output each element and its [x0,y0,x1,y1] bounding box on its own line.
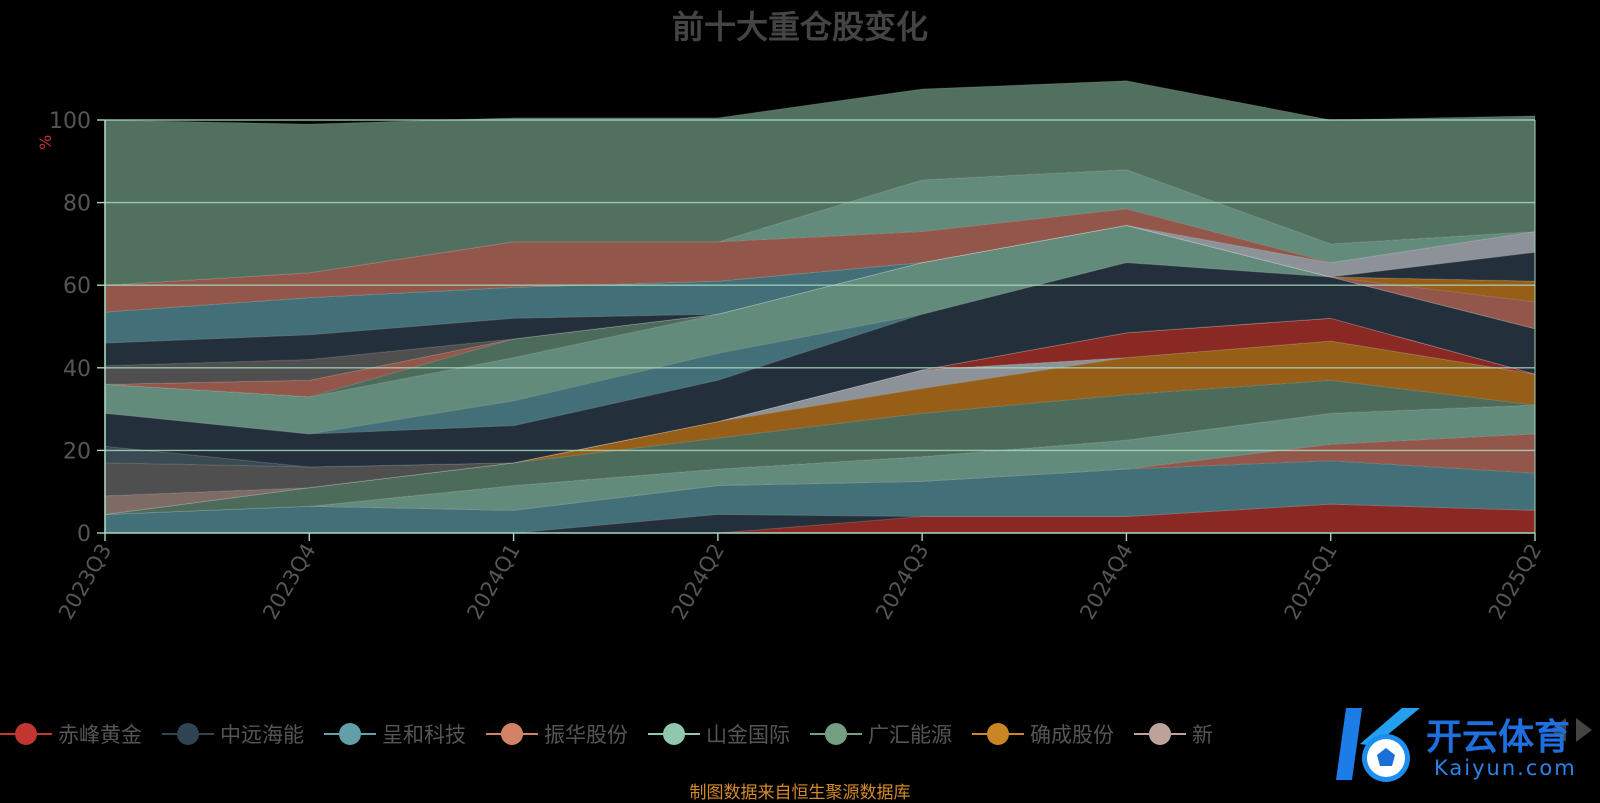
x-tick-label: 2024Q1 [462,540,524,624]
legend-item[interactable]: 新 [1134,719,1213,749]
y-tick-label: 40 [63,357,91,382]
source-note: 制图数据来自恒生聚源数据库 [689,783,911,803]
y-tick-label: 0 [77,522,91,547]
legend-marker-icon [324,722,376,746]
legend-item[interactable]: 振华股份 [486,719,628,749]
legend-label: 赤峰黄金 [58,723,142,747]
legend-marker-icon [162,722,214,746]
legend-label: 广汇能源 [868,723,952,747]
legend-pager [1550,718,1592,742]
x-tick-label: 2025Q2 [1484,540,1546,624]
legend-marker-icon [486,722,538,746]
legend-label: 山金国际 [706,723,790,747]
legend-label: 中远海能 [220,723,304,747]
x-tick-label: 2025Q1 [1280,540,1342,624]
legend-next-arrow-icon[interactable] [1576,718,1592,742]
watermark-logo: 开云体育 Kaiyun.com [1316,700,1596,790]
legend-prev-arrow-icon[interactable] [1550,718,1566,742]
legend-item[interactable]: 中远海能 [162,719,304,749]
legend-label: 振华股份 [544,723,628,747]
legend-marker-icon [972,722,1024,746]
legend-marker-icon [1134,722,1186,746]
x-tick-label: 2024Q4 [1075,540,1137,624]
legend-item[interactable]: 确成股份 [972,719,1114,749]
x-tick-label: 2024Q2 [667,540,729,624]
soccer-ball-logo-icon [1336,708,1420,782]
grid-lines [105,119,1536,533]
legend-label: 确成股份 [1030,723,1114,747]
legend-marker-icon [648,722,700,746]
legend-label: 呈和科技 [382,723,466,747]
y-tick-label: 100 [49,109,91,134]
y-tick-label: 80 [63,192,91,217]
watermark-title: 开云体育 [1426,717,1571,758]
y-tick-label: 60 [63,274,91,299]
chart-title: 前十大重仓股变化 [671,8,928,46]
legend-item[interactable]: 山金国际 [648,719,790,749]
y-tick-label: 20 [63,439,91,464]
legend-marker-icon [0,722,52,746]
x-tick-label: 2023Q4 [258,540,320,624]
x-tick-label: 2024Q3 [871,540,933,624]
legend: 赤峰黄金 中远海能 呈和科技 振华股份 山金国际 广汇能源 确成股份 新 [0,716,1600,752]
legend-label: 新 [1192,723,1213,747]
legend-item[interactable]: 赤峰黄金 [0,719,142,749]
stacked-area-chart: 0 20 40 60 80 100 2023Q3 2023Q4 2024Q1 2024Q2 2024… [49,80,1546,624]
legend-marker-icon [810,722,862,746]
legend-item[interactable]: 广汇能源 [810,719,952,749]
x-tick-label: 2023Q3 [54,540,116,624]
watermark-subtitle: Kaiyun.com [1434,756,1577,780]
legend-item[interactable]: 呈和科技 [324,719,466,749]
area-series-group [104,80,1536,534]
